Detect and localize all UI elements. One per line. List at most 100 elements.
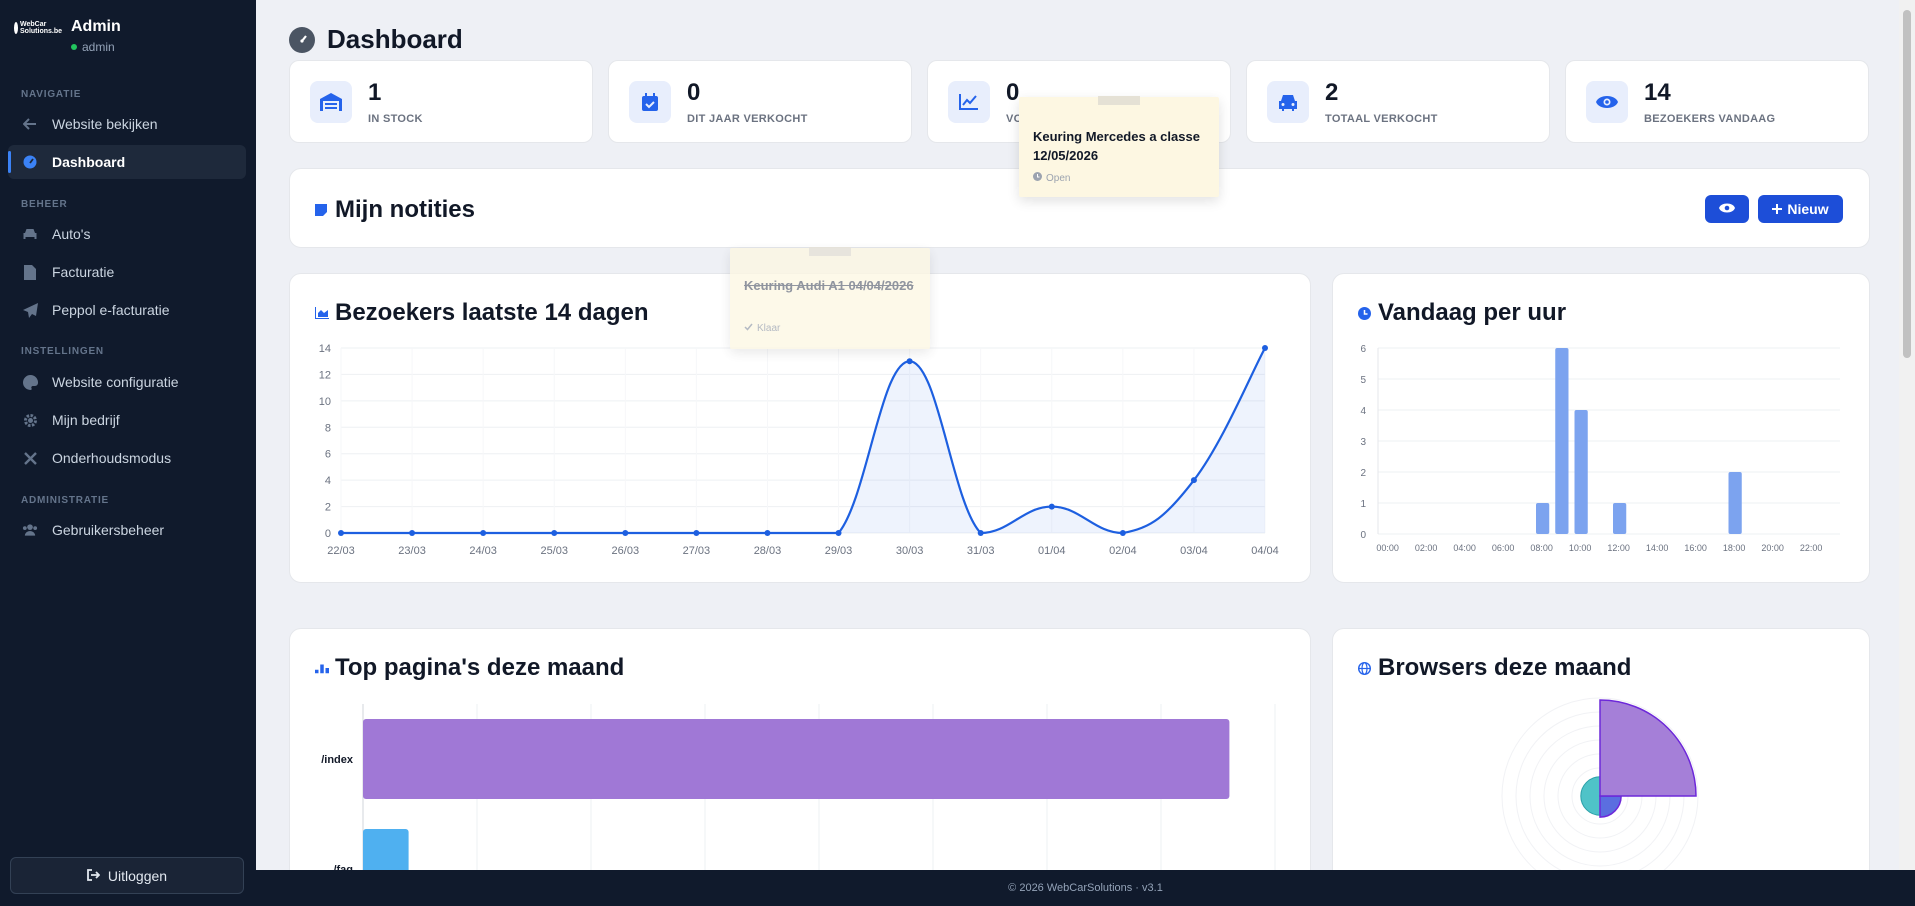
- stat-value: 14: [1644, 79, 1671, 106]
- y-tick-label: 6: [325, 449, 331, 461]
- logout-label: Uitloggen: [107, 867, 168, 884]
- logout-button[interactable]: Uitloggen: [10, 857, 244, 894]
- sidebar-item-website-configuratie[interactable]: Website configuratie: [8, 365, 246, 399]
- y-tick-label: 3: [1360, 437, 1366, 448]
- y-tick-label: 4: [325, 475, 331, 487]
- x-tick-label: 06:00: [1492, 543, 1515, 553]
- footer: © 2026 WebCarSolutions · v3.1: [256, 870, 1915, 906]
- palette-icon: [22, 374, 38, 390]
- current-user: Admin admin: [71, 18, 211, 54]
- top-pages-title-text: Top pagina's deze maand: [335, 654, 625, 681]
- stat-label: TOTAAL VERKOCHT: [1325, 113, 1438, 125]
- sidebar-item-peppol[interactable]: Peppol e-facturatie: [8, 293, 246, 327]
- top-pages-title: Top pagina's deze maand: [315, 654, 624, 682]
- sidebar-item-label: Peppol e-facturatie: [52, 302, 170, 318]
- brand-line1: WebCar: [20, 21, 47, 28]
- data-point: [1262, 345, 1268, 351]
- x-tick-label: 26/03: [612, 545, 640, 557]
- data-point: [906, 358, 913, 365]
- x-tick-label: 24/03: [469, 545, 497, 557]
- y-tick-label: /faq: [333, 864, 353, 870]
- gauge-icon: [22, 154, 38, 170]
- sidebar-item-facturatie[interactable]: Facturatie: [8, 255, 246, 289]
- sidebar-item-mijn-bedrijf[interactable]: Mijn bedrijf: [8, 403, 246, 437]
- user-name: Admin: [71, 18, 121, 35]
- arrow-left-icon: [22, 116, 38, 132]
- new-note-label: Nieuw: [1787, 201, 1829, 217]
- brand: WebCar Solutions.be Admin admin: [14, 18, 121, 54]
- globe-icon: [1358, 661, 1372, 675]
- stat-label: VO: [1006, 113, 1023, 125]
- note-card-done[interactable]: Keuring Audi A1 04/04/2026 Klaar: [730, 247, 930, 349]
- x-tick-label: 18:00: [1723, 543, 1746, 553]
- hourly-title: Vandaag per uur: [1358, 299, 1566, 327]
- y-tick-label: 10: [319, 396, 331, 408]
- stat-value: 1: [368, 79, 382, 106]
- visitors-line-chart: 0 2 4 6 8 10 12 14 22/03 23/03 24/03 25/03 26/03 27/0…: [319, 343, 1279, 557]
- x-tick-label: 16:00: [1684, 543, 1707, 553]
- brand-logo[interactable]: WebCar Solutions.be: [14, 18, 62, 38]
- browsers-title-text: Browsers deze maand: [1378, 654, 1632, 681]
- bar: [1613, 503, 1627, 534]
- x-tick-label: 08:00: [1530, 543, 1553, 553]
- series-line: [341, 347, 1266, 535]
- notes-title: Mijn notities: [315, 196, 475, 224]
- x-tick-label: 28/03: [754, 545, 782, 557]
- new-note-button[interactable]: Nieuw: [1758, 195, 1843, 223]
- sidebar-item-autos[interactable]: Auto's: [8, 217, 246, 251]
- y-tick-label: 4: [1360, 406, 1366, 417]
- y-tick-label: 5: [1360, 375, 1366, 386]
- data-point: [1048, 503, 1055, 510]
- scrollbar-thumb[interactable]: [1903, 10, 1911, 358]
- sidebar-item-label: Website bekijken: [52, 116, 158, 132]
- sidebar-item-label: Facturatie: [52, 264, 115, 280]
- sidebar-item-label: Mijn bedrijf: [52, 412, 120, 428]
- sidebar-item-label: Onderhoudsmodus: [52, 450, 172, 466]
- x-tick-label: 04:00: [1453, 543, 1476, 553]
- clock-icon: [1358, 306, 1372, 320]
- y-tick-label: 14: [319, 343, 331, 355]
- data-point: [338, 530, 344, 536]
- data-point: [835, 530, 842, 536]
- y-tick-label: 12: [319, 369, 331, 381]
- note-card-open[interactable]: Keuring Mercedes a classe 12/05/2026 Ope…: [1019, 96, 1219, 197]
- x-tick-label: 03/04: [1180, 545, 1208, 557]
- paper-plane-icon: [22, 302, 38, 318]
- data-point: [764, 530, 771, 536]
- stat-label: BEZOEKERS VANDAAG: [1644, 113, 1776, 125]
- bar: [1536, 503, 1550, 534]
- y-tick-label: 1: [1360, 499, 1366, 510]
- sidebar-item-website-bekijken[interactable]: Website bekijken: [8, 107, 246, 141]
- grid-ring: [1501, 697, 1699, 870]
- x-tick-label: 22/03: [327, 545, 355, 557]
- ranking-icon: [315, 661, 329, 675]
- gauge-icon: [289, 26, 315, 53]
- browsers-title: Browsers deze maand: [1358, 654, 1631, 682]
- x-tick-label: 25/03: [540, 545, 568, 557]
- sidebar-item-label: Gebruikersbeheer: [52, 522, 165, 538]
- data-point: [480, 530, 487, 536]
- car-icon: [1267, 81, 1309, 123]
- page-title-text: Dashboard: [327, 24, 463, 54]
- nav-heading-administratie: ADMINISTRATIE: [21, 495, 109, 506]
- warehouse-icon: [310, 81, 352, 123]
- sidebar-item-gebruikersbeheer[interactable]: Gebruikersbeheer: [8, 513, 246, 547]
- y-tick-label: /index: [321, 754, 354, 766]
- sidebar-item-label: Auto's: [52, 226, 91, 242]
- sticky-note-icon: [315, 203, 329, 217]
- bar: [363, 829, 409, 870]
- y-tick-label: 2: [1360, 468, 1366, 479]
- stat-value: 2: [1325, 79, 1339, 106]
- hourly-bar-chart: 0 1 2 3 4 5 6 00:00 02:00 04:00 06:00 08:00 10:00 12:…: [1360, 344, 1840, 553]
- show-notes-button[interactable]: [1705, 195, 1749, 223]
- stat-card-totaal-verkocht: 2 TOTAAL VERKOCHT: [1246, 60, 1550, 143]
- y-tick-label: 8: [325, 422, 331, 434]
- x-tick-label: 20:00: [1761, 543, 1784, 553]
- sidebar-item-onderhoudsmodus[interactable]: Onderhoudsmodus: [8, 441, 246, 475]
- polar-slice: [1599, 795, 1622, 818]
- sidebar-item-dashboard[interactable]: Dashboard: [8, 145, 246, 179]
- x-tick-label: 04/04: [1251, 545, 1279, 557]
- gear-icon: [22, 412, 38, 428]
- online-status-icon: [71, 44, 77, 50]
- page-scrollbar[interactable]: [1899, 0, 1915, 870]
